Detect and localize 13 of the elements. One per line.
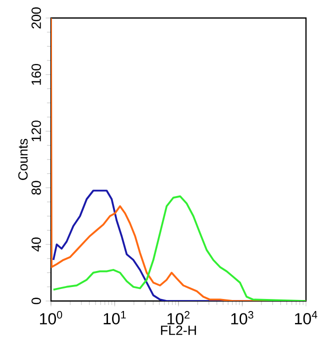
y-tick-label: 120 bbox=[32, 120, 41, 142]
x-tick-label: 10$^{1}$ bbox=[104, 311, 126, 324]
y-tick-label: 40 bbox=[32, 238, 41, 252]
x-tick-label: 10$^{2}$ bbox=[168, 311, 190, 324]
y-axis-title: Counts bbox=[18, 138, 28, 180]
x-tick-label: 10$^{4}$ bbox=[295, 311, 318, 324]
x-tick-label: 10$^{0}$ bbox=[40, 311, 62, 324]
y-tick-label: 80 bbox=[32, 180, 41, 195]
y-tick-label: 160 bbox=[32, 64, 41, 85]
x-axis-title: FL2-H bbox=[161, 326, 196, 335]
x-tick-label: 10$^{3}$ bbox=[231, 311, 254, 324]
y-tick-label: 0 bbox=[32, 298, 41, 304]
y-tick-label: 200 bbox=[32, 7, 41, 28]
